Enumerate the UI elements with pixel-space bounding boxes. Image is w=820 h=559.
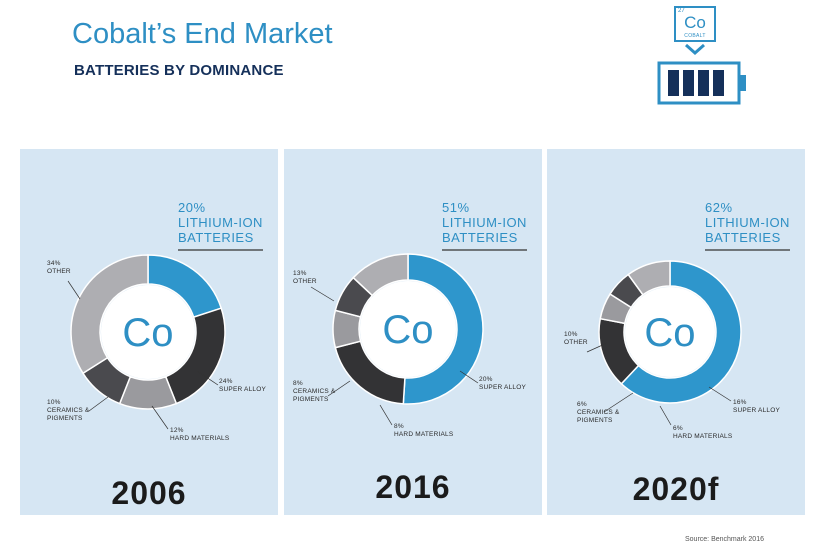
donut-slice-lithium-ion	[620, 260, 742, 404]
leader-line	[310, 286, 335, 302]
leader-line	[708, 386, 732, 402]
slice-name-label: BATTERIES	[442, 230, 518, 245]
slice-percent-label: 51%	[442, 200, 470, 215]
slice-name-label: SUPER ALLOY	[733, 407, 780, 414]
page-subtitle: BATTERIES BY DOMINANCE	[74, 62, 284, 79]
slice-percent-label: 34%	[47, 260, 61, 267]
label-super-alloy: 24%SUPER ALLOY	[196, 370, 266, 393]
slice-name-label: HARD MATERIALS	[394, 431, 454, 438]
slice-percent-label: 10%	[47, 399, 61, 406]
slice-percent-label: 8%	[394, 423, 404, 430]
slice-percent-label: 8%	[293, 380, 303, 387]
slice-percent-label: 6%	[577, 401, 587, 408]
year-label: 2020f	[632, 471, 720, 507]
label-other: 13%OTHER	[293, 270, 335, 302]
slice-percent-label: 20%	[479, 376, 493, 383]
slice-percent-label: 10%	[564, 331, 578, 338]
slice-percent-label: 16%	[733, 399, 747, 406]
slice-name-label: CERAMICS &	[577, 409, 620, 416]
slice-name-label: LITHIUM-ION	[442, 215, 527, 230]
chart-panel-2006: Co 20% LITHIUM-ION BATTERIES 24% SUPER ALLOY 1…	[20, 149, 278, 515]
leader-line	[151, 405, 169, 430]
label-super-alloy: 16%SUPER ALLOY	[708, 386, 780, 414]
donut-slice-other	[627, 260, 671, 296]
leader-line	[659, 405, 672, 426]
center-label: Co	[382, 308, 433, 352]
slice-percent-label: 62%	[705, 200, 733, 215]
leader-line	[586, 342, 608, 353]
slice-name-label: CERAMICS &	[293, 388, 336, 395]
slice-name-label: CERAMICS &	[47, 407, 90, 414]
label-other: 10%OTHER	[564, 331, 608, 353]
slice-name-label: BATTERIES	[705, 230, 781, 245]
slice-percent-label: 24%	[219, 378, 233, 385]
label-hard-materials: 6%HARD MATERIALS	[659, 405, 733, 440]
chart-panel-2020f: Co 62% LITHIUM-ION BATTERIES 16% SUPER ALLOY 6…	[547, 149, 805, 515]
year-label: 2006	[111, 475, 187, 511]
donut-center	[625, 287, 715, 377]
slice-name-label: OTHER	[564, 339, 588, 346]
slice-name-label: HARD MATERIALS	[170, 435, 230, 442]
slice-name-label: PIGMENTS	[47, 415, 83, 422]
slice-name-label: PIGMENTS	[577, 417, 613, 424]
element-name: COBALT	[684, 33, 706, 39]
donut-slice-other	[70, 254, 149, 375]
slice-name-label: LITHIUM-ION	[705, 215, 790, 230]
year-label: 2016	[375, 469, 451, 505]
slice-name-label: HARD MATERIALS	[673, 433, 733, 440]
cobalt-element-icon: 27 Co COBALT	[674, 6, 716, 42]
donut-slice-other	[352, 253, 409, 297]
leader-line	[603, 392, 634, 413]
leader-line	[196, 370, 219, 386]
slice-name-label: OTHER	[293, 278, 317, 285]
element-symbol: Co	[684, 13, 706, 32]
source-note: Source: Benchmark 2016	[685, 536, 764, 543]
chevron-down-icon	[685, 43, 705, 56]
leader-line	[379, 404, 393, 426]
battery-icon	[657, 61, 746, 105]
donut-center	[360, 281, 456, 377]
slice-name-label: LITHIUM-ION	[178, 215, 263, 230]
label-super-alloy: 20%SUPER ALLOY	[459, 370, 526, 391]
slice-name-label: SUPER ALLOY	[479, 384, 526, 391]
slice-name-label: PIGMENTS	[293, 396, 329, 403]
leader-line	[459, 370, 479, 384]
label-other: 34%OTHER	[47, 260, 81, 300]
center-label: Co	[644, 311, 695, 355]
page-title: Cobalt’s End Market	[72, 18, 333, 50]
leader-line	[88, 396, 109, 412]
slice-name-label: OTHER	[47, 268, 71, 275]
leader-line	[327, 380, 351, 397]
leader-line	[67, 280, 81, 300]
slice-percent-label: 6%	[673, 425, 683, 432]
label-ceramics-pigments: 10%CERAMICS &PIGMENTS	[47, 396, 109, 422]
center-label: Co	[122, 311, 173, 355]
label-hard-materials: 12%HARD MATERIALS	[151, 405, 230, 442]
slice-name-label: SUPER ALLOY	[219, 386, 266, 393]
donut-slice-lithium-ion	[402, 253, 484, 405]
slice-percent-label: 12%	[170, 427, 184, 434]
slice-percent-label: 20%	[178, 200, 206, 215]
label-hard-materials: 8%HARD MATERIALS	[379, 404, 454, 438]
label-ceramics-pigments: 6%CERAMICS &PIGMENTS	[577, 392, 634, 424]
element-number: 27	[678, 8, 685, 14]
chart-panel-2016: Co 51% LITHIUM-ION BATTERIES 20% SUPER ALLOY 8…	[284, 149, 542, 515]
label-ceramics-pigments: 8%CERAMICS &PIGMENTS	[293, 380, 351, 403]
slice-percent-label: 13%	[293, 270, 307, 277]
donut-center	[101, 285, 195, 379]
slice-name-label: BATTERIES	[178, 230, 254, 245]
